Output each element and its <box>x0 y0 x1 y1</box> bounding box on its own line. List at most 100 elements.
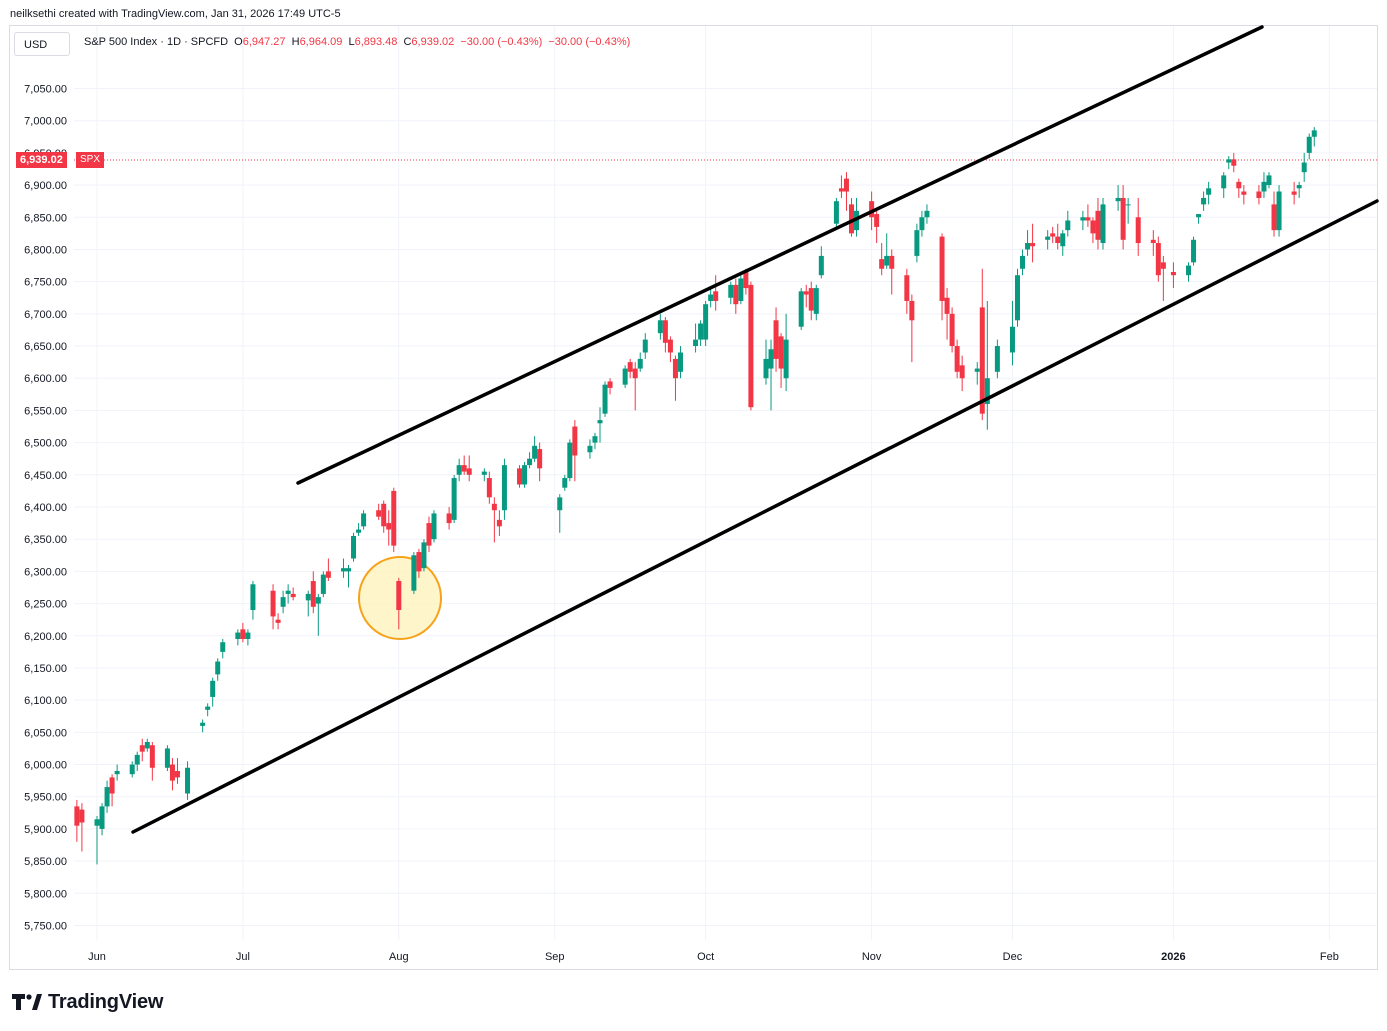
candle-body[interactable] <box>1060 233 1066 247</box>
candle-body[interactable] <box>461 465 467 472</box>
candle-body[interactable] <box>1186 265 1192 276</box>
candle-body[interactable] <box>240 629 246 639</box>
candle-body[interactable] <box>1120 197 1126 240</box>
candle-body[interactable] <box>129 764 135 775</box>
candle-body[interactable] <box>572 426 578 456</box>
candle-body[interactable] <box>315 597 321 604</box>
candle-body[interactable] <box>693 339 699 347</box>
candle-body[interactable] <box>1256 191 1262 198</box>
candle-body[interactable] <box>1226 159 1232 163</box>
candle-body[interactable] <box>803 291 809 295</box>
candle-body[interactable] <box>833 201 839 224</box>
candle-body[interactable] <box>939 236 945 301</box>
candle-body[interactable] <box>813 288 819 314</box>
candle-body[interactable] <box>667 339 673 353</box>
candle-body[interactable] <box>235 632 241 639</box>
candle-body[interactable] <box>270 590 276 617</box>
candle-body[interactable] <box>411 555 417 591</box>
candle-body[interactable] <box>1271 204 1277 231</box>
candle-body[interactable] <box>149 745 155 768</box>
candle-body[interactable] <box>949 313 955 347</box>
candle-body[interactable] <box>290 593 296 598</box>
candle-body[interactable] <box>491 503 497 511</box>
candle-body[interactable] <box>954 346 960 372</box>
candle-body[interactable] <box>215 661 221 675</box>
candle-body[interactable] <box>481 471 487 475</box>
candle-body[interactable] <box>1115 197 1121 202</box>
candle-body[interactable] <box>567 442 573 479</box>
candle-body[interactable] <box>1125 204 1131 206</box>
candle-body[interactable] <box>587 445 593 453</box>
candle-body[interactable] <box>386 523 392 530</box>
candle-body[interactable] <box>1020 255 1026 269</box>
candle-body[interactable] <box>325 571 331 578</box>
candle-body[interactable] <box>1009 326 1015 353</box>
candle-body[interactable] <box>205 706 211 710</box>
candle-body[interactable] <box>979 307 985 414</box>
candle-body[interactable] <box>451 478 457 520</box>
candle-body[interactable] <box>889 255 895 269</box>
candle-body[interactable] <box>200 722 206 726</box>
candle-body[interactable] <box>909 300 915 321</box>
candle-body[interactable] <box>984 378 990 404</box>
candle-body[interactable] <box>1090 220 1096 234</box>
candle-body[interactable] <box>174 770 180 778</box>
candle-body[interactable] <box>1221 175 1227 189</box>
candle-body[interactable] <box>1160 262 1166 269</box>
candle-body[interactable] <box>320 574 326 594</box>
candle-body[interactable] <box>381 503 387 527</box>
candle-body[interactable] <box>708 294 714 301</box>
candle-body[interactable] <box>79 809 85 823</box>
candle-body[interactable] <box>637 358 643 369</box>
candle-body[interactable] <box>527 458 533 466</box>
candle-body[interactable] <box>396 581 402 611</box>
candle-body[interactable] <box>456 465 462 475</box>
candle-body[interactable] <box>884 255 890 266</box>
currency-selector[interactable]: USD <box>14 32 70 56</box>
candle-body[interactable] <box>466 468 472 475</box>
candle-body[interactable] <box>879 259 885 269</box>
candle-body[interactable] <box>974 368 980 372</box>
candle-body[interactable] <box>391 490 397 546</box>
candle-body[interactable] <box>1306 136 1312 153</box>
candle-body[interactable] <box>1311 130 1317 137</box>
candle-body[interactable] <box>310 581 316 607</box>
candle-body[interactable] <box>1236 181 1242 189</box>
candle-body[interactable] <box>738 278 744 301</box>
candle-body[interactable] <box>662 320 668 343</box>
candle-body[interactable] <box>114 770 120 775</box>
candle-body[interactable] <box>1196 214 1202 218</box>
candle-body[interactable] <box>703 304 709 340</box>
candle-body[interactable] <box>517 468 523 485</box>
candle-body[interactable] <box>914 230 920 256</box>
candle-body[interactable] <box>94 819 100 826</box>
candle-body[interactable] <box>1155 243 1161 276</box>
candle-body[interactable] <box>592 436 598 443</box>
candle-body[interactable] <box>1296 185 1302 189</box>
candle-body[interactable] <box>351 535 357 559</box>
candle-body[interactable] <box>733 284 739 305</box>
candle-body[interactable] <box>778 336 784 369</box>
candle-body[interactable] <box>185 767 191 794</box>
candle-body[interactable] <box>808 288 814 311</box>
candle-body[interactable] <box>1045 236 1051 240</box>
candle-body[interactable] <box>602 384 608 414</box>
candle-body[interactable] <box>1135 217 1141 244</box>
candle-body[interactable] <box>1301 162 1307 173</box>
candle-body[interactable] <box>220 642 226 652</box>
candle-body[interactable] <box>1150 239 1156 244</box>
candle-body[interactable] <box>1065 220 1071 231</box>
candle-body[interactable] <box>305 593 311 601</box>
candle-body[interactable] <box>994 346 1000 372</box>
candle-body[interactable] <box>144 742 150 749</box>
candle-body[interactable] <box>1241 191 1247 195</box>
candle-body[interactable] <box>1276 191 1282 231</box>
candle-body[interactable] <box>416 552 422 572</box>
candle-body[interactable] <box>869 201 875 218</box>
candle-body[interactable] <box>1201 197 1207 205</box>
candle-body[interactable] <box>924 210 930 218</box>
candle-body[interactable] <box>557 497 563 511</box>
candle-body[interactable] <box>109 777 115 794</box>
candle-body[interactable] <box>104 787 110 807</box>
candle-body[interactable] <box>728 284 734 298</box>
